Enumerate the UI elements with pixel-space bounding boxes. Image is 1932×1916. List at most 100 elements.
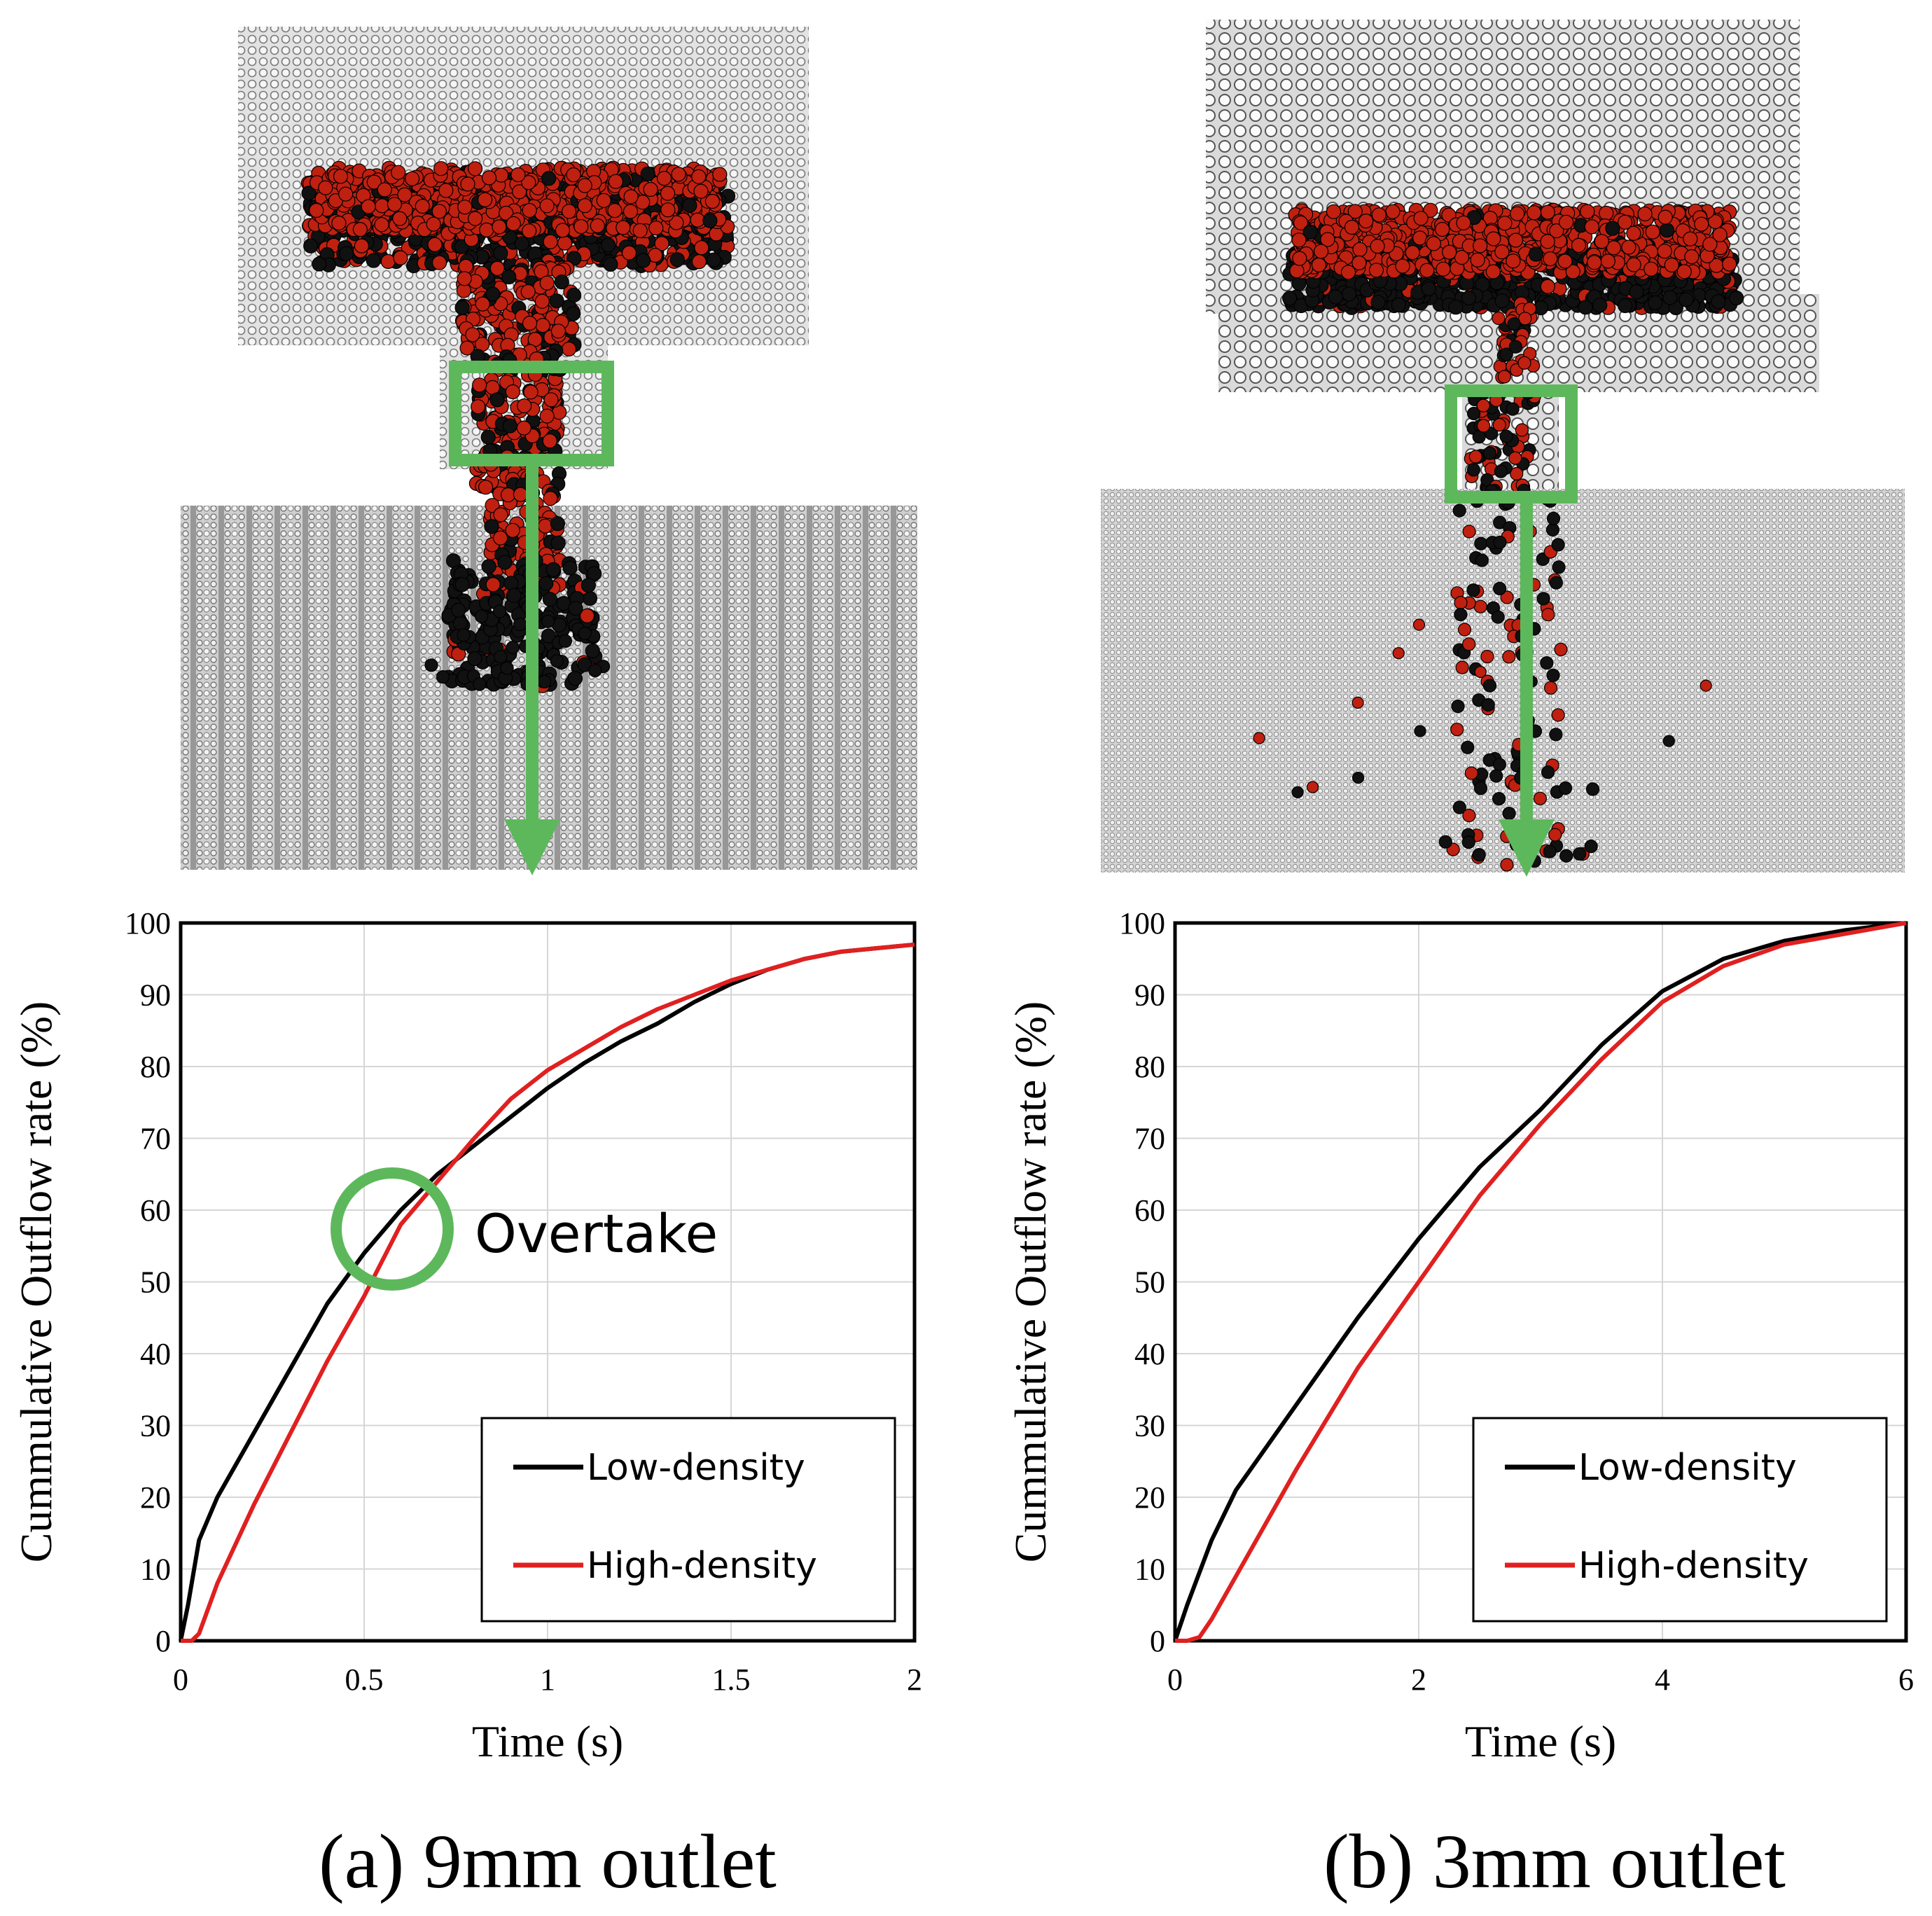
particle-red [485, 498, 500, 513]
particle-red [579, 608, 595, 624]
particle-red [577, 198, 592, 214]
particle-black [537, 674, 552, 689]
particle-red [366, 174, 382, 190]
particle-red [623, 204, 639, 219]
particle-red [460, 176, 475, 192]
particle-red [1502, 650, 1516, 664]
particle-red [391, 165, 406, 180]
particle-black [1467, 406, 1481, 421]
particle-red [505, 384, 520, 400]
y-tick-label: 10 [1134, 1553, 1165, 1587]
particle-black [603, 256, 618, 272]
particle-black [301, 186, 317, 201]
particle-red [393, 250, 408, 265]
y-tick-label: 20 [1134, 1480, 1165, 1515]
particle-red [1306, 781, 1319, 793]
legend-box [1472, 1417, 1888, 1623]
legend-label: Low-density [587, 1447, 805, 1489]
particle-red [485, 577, 501, 592]
x-tick-label: 1 [540, 1662, 555, 1697]
x-axis-label: Time (s) [472, 1716, 623, 1766]
y-tick-label: 90 [140, 978, 171, 1013]
series-line-low-density [1173, 921, 1907, 1641]
particle-red [1527, 205, 1542, 221]
particle-red [1557, 254, 1573, 269]
particle-red [1626, 257, 1641, 272]
particle-black [550, 516, 566, 532]
particle-black [1291, 786, 1304, 798]
particle-red [1385, 204, 1401, 219]
particle-red [1423, 202, 1438, 218]
y-tick-label: 50 [140, 1265, 171, 1300]
particle-red [1473, 238, 1488, 254]
particle-black [1494, 464, 1508, 478]
particle-black [600, 237, 616, 253]
particle-red [1351, 255, 1367, 270]
y-tick-label: 60 [140, 1193, 171, 1228]
particle-black [541, 171, 557, 186]
y-tick-label: 90 [1134, 978, 1165, 1013]
particle-red [712, 167, 728, 182]
particle-black [1448, 300, 1464, 315]
particle-red [654, 236, 669, 251]
particle-black [1629, 284, 1644, 300]
particle-red [1436, 261, 1451, 277]
particle-red [1497, 216, 1513, 231]
particle-black [473, 677, 487, 691]
particle-red [457, 200, 473, 215]
particle-red [1368, 263, 1384, 278]
particle-red [433, 161, 449, 176]
particle-red [1413, 211, 1429, 226]
particle-red [1702, 237, 1718, 252]
particle-red [1457, 623, 1472, 637]
particle-black [1499, 347, 1513, 361]
particle-red [1292, 251, 1307, 266]
particle-red [438, 183, 454, 198]
particle-red [1533, 791, 1547, 805]
particle-red [467, 211, 483, 226]
particle-red [1645, 224, 1660, 240]
legend: Low-density High-density [480, 1417, 896, 1623]
particle-black [682, 197, 697, 213]
particle-red [1352, 242, 1368, 257]
particle-black [1528, 247, 1543, 262]
particle-red [522, 315, 538, 331]
particle-red [309, 202, 324, 218]
particle-red [1559, 214, 1574, 230]
particle-red [1450, 723, 1464, 737]
particle-red [1508, 451, 1522, 465]
particle-black [577, 657, 592, 672]
y-tick-label: 0 [1150, 1624, 1165, 1658]
particle-black [1475, 553, 1489, 567]
particle-red [566, 167, 581, 183]
y-tick-label: 0 [155, 1624, 171, 1658]
particle-black [1729, 290, 1744, 306]
particle-black [566, 287, 582, 303]
particle-red [1485, 264, 1501, 279]
particle-black [489, 392, 505, 408]
particle-red [494, 167, 509, 183]
particle-black [1573, 847, 1587, 861]
particle-red [550, 324, 567, 339]
particle-red [1565, 264, 1580, 279]
particle-red [1694, 216, 1709, 232]
particle-red [704, 193, 721, 209]
particle-red [1492, 418, 1506, 432]
particle-black [480, 429, 496, 445]
particle-red [397, 187, 412, 202]
particle-red [459, 340, 475, 356]
particle-red [489, 261, 505, 276]
particle-black [1414, 725, 1426, 737]
floor-mesh-b [1101, 489, 1905, 873]
particle-red [1494, 244, 1510, 260]
particle-red [1289, 263, 1305, 279]
particle-red [522, 202, 537, 218]
particle-black [454, 300, 470, 315]
particle-black [436, 669, 450, 684]
particle-red [1508, 232, 1524, 248]
particle-red [481, 170, 497, 186]
particle-black [514, 236, 529, 251]
particle-red [693, 183, 709, 199]
particle-black [1543, 845, 1557, 859]
particle-black [1461, 835, 1475, 849]
